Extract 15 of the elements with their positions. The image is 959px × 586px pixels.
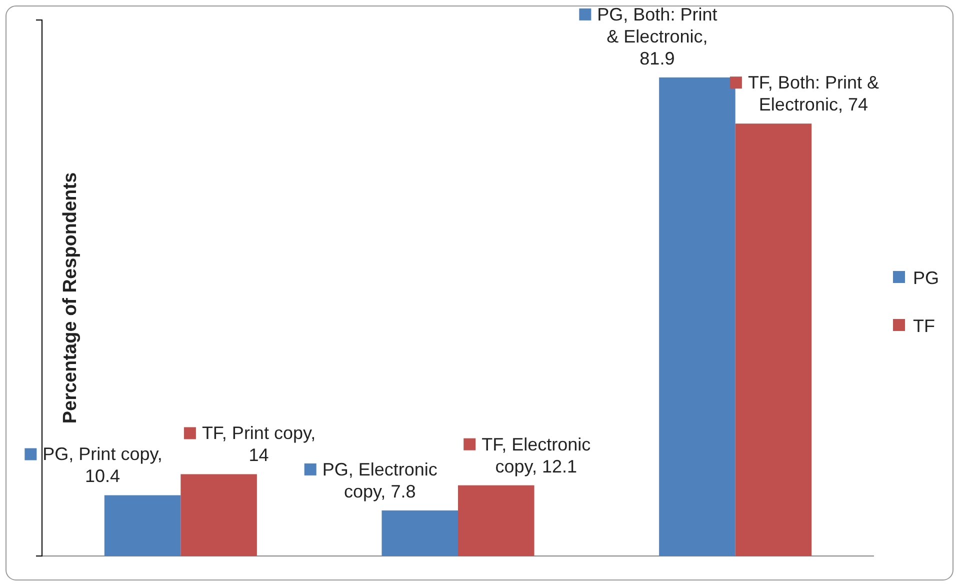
data-label: PG, Print copy, 10.4: [42, 444, 162, 486]
bar: [382, 510, 458, 556]
data-label: TF, Both: Print & Electronic, 74: [748, 72, 879, 115]
bar: [180, 474, 257, 556]
bar: [659, 77, 736, 556]
y-axis-title: Percentage of Respondents: [60, 172, 81, 424]
legend-label: TF: [913, 316, 935, 336]
legend-label: PG: [913, 268, 940, 288]
bar: [104, 495, 181, 556]
data-label: PG, Electronic copy, 7.8: [322, 459, 438, 502]
data-label: TF, Electronic copy, 12.1: [482, 434, 591, 476]
data-label: TF, Print copy, 14: [202, 423, 316, 466]
bar: [458, 485, 534, 556]
data-label: PG, Both: Print & Electronic, 81.9: [597, 4, 718, 68]
bar: [735, 124, 812, 556]
